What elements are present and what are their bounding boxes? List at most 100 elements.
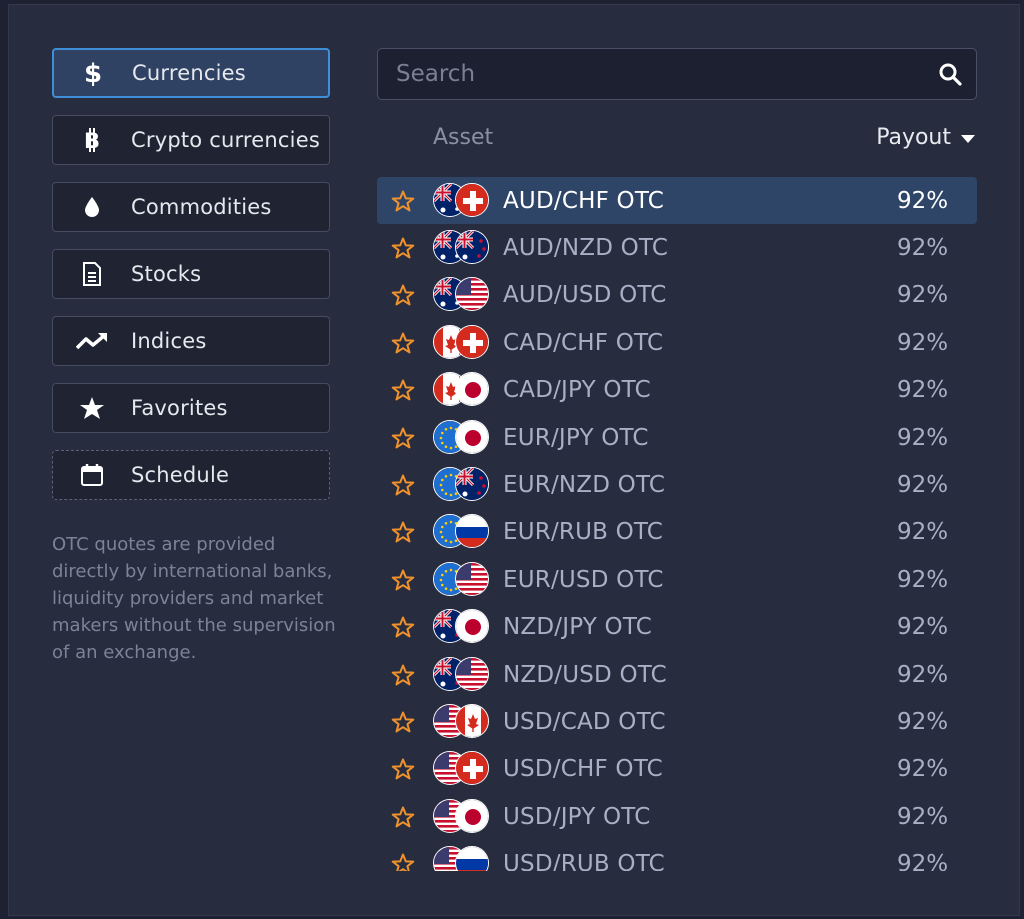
asset-name: USD/CHF OTC	[503, 756, 663, 783]
asset-name: AUD/CHF OTC	[503, 187, 664, 214]
favorite-star-icon[interactable]	[377, 474, 429, 496]
asset-payout: 92%	[897, 187, 949, 214]
asset-row[interactable]: EUR/NZD OTC 92%	[377, 461, 977, 508]
asset-payout: 92%	[897, 519, 949, 546]
jp-flag-icon	[455, 798, 489, 833]
favorite-star-icon[interactable]	[377, 806, 429, 828]
asset-name: USD/JPY OTC	[503, 803, 651, 830]
asset-payout: 92%	[897, 566, 949, 593]
category-schedule[interactable]: Schedule	[52, 450, 330, 500]
asset-payout: 92%	[897, 377, 949, 404]
favorite-star-icon[interactable]	[377, 664, 429, 686]
currency-flags	[429, 798, 503, 835]
asset-column-header: Asset	[433, 125, 494, 150]
trend-up-icon	[53, 332, 131, 350]
asset-name: AUD/USD OTC	[503, 282, 667, 309]
category-label: Currencies	[132, 61, 246, 85]
category-indices[interactable]: Indices	[52, 316, 330, 366]
jp-flag-icon	[455, 419, 489, 454]
asset-row[interactable]: USD/CHF OTC 92%	[377, 746, 977, 793]
asset-name: USD/RUB OTC	[503, 851, 665, 875]
favorite-star-icon[interactable]	[377, 237, 429, 259]
bitcoin-icon: B	[53, 127, 131, 153]
asset-payout: 92%	[897, 235, 949, 262]
asset-row[interactable]: EUR/USD OTC 92%	[377, 556, 977, 603]
asset-row[interactable]: AUD/CHF OTC 92%	[377, 177, 977, 225]
asset-name: EUR/RUB OTC	[503, 519, 664, 546]
ch-flag-icon	[455, 751, 489, 786]
search-input[interactable]	[378, 60, 924, 88]
favorite-star-icon[interactable]	[377, 569, 429, 591]
favorite-star-icon[interactable]	[377, 758, 429, 780]
currency-flags	[429, 561, 503, 598]
asset-list: AUD/CHF OTC 92% AUD/NZD OTC 92% AUD/USD OTC 9…	[377, 177, 977, 875]
asset-payout: 92%	[897, 803, 949, 830]
favorite-star-icon[interactable]	[377, 332, 429, 354]
asset-row[interactable]: CAD/JPY OTC 92%	[377, 367, 977, 414]
ca-flag-icon	[455, 703, 489, 738]
asset-name: EUR/JPY OTC	[503, 424, 649, 451]
category-currencies[interactable]: $ Currencies	[52, 48, 330, 98]
currency-flags	[429, 467, 503, 503]
favorite-star-icon[interactable]	[377, 190, 429, 212]
asset-row[interactable]: USD/CAD OTC 92%	[377, 698, 977, 745]
list-fade	[377, 871, 977, 889]
asset-row[interactable]: NZD/JPY OTC 92%	[377, 604, 977, 651]
currency-flags	[429, 277, 503, 313]
favorite-star-icon[interactable]	[377, 379, 429, 401]
nz-flag-icon	[455, 230, 489, 265]
dollar-icon: $	[54, 60, 132, 86]
asset-row[interactable]: AUD/USD OTC 92%	[377, 272, 977, 319]
us-flag-icon	[455, 277, 489, 312]
favorite-star-icon[interactable]	[377, 521, 429, 543]
ch-flag-icon	[455, 182, 489, 217]
jp-flag-icon	[455, 372, 489, 407]
category-favorites[interactable]: Favorites	[52, 383, 330, 433]
favorite-star-icon[interactable]	[377, 853, 429, 875]
us-flag-icon	[455, 561, 489, 596]
otc-note: OTC quotes are provided directly by inte…	[52, 534, 336, 663]
currency-flags	[429, 372, 503, 408]
search-box[interactable]	[377, 48, 977, 100]
calendar-icon	[53, 463, 131, 487]
asset-name: CAD/CHF OTC	[503, 329, 664, 356]
asset-row[interactable]: EUR/RUB OTC 92%	[377, 509, 977, 556]
asset-payout: 92%	[897, 472, 949, 499]
currency-flags	[429, 656, 503, 693]
currency-flags	[429, 182, 503, 219]
star-icon	[53, 397, 131, 419]
payout-column-header: Payout	[876, 125, 951, 150]
favorite-star-icon[interactable]	[377, 711, 429, 733]
asset-payout: 92%	[897, 329, 949, 356]
payout-sort-button[interactable]: Payout	[876, 125, 975, 150]
asset-payout: 92%	[897, 708, 949, 735]
asset-name: USD/CAD OTC	[503, 708, 666, 735]
category-label: Commodities	[131, 195, 272, 219]
category-label: Indices	[131, 329, 207, 353]
asset-name: EUR/NZD OTC	[503, 472, 666, 499]
currency-flags	[429, 324, 503, 361]
ru-flag-icon	[455, 514, 489, 549]
asset-payout: 92%	[897, 851, 949, 875]
asset-row[interactable]: USD/JPY OTC 92%	[377, 793, 977, 840]
asset-name: NZD/USD OTC	[503, 661, 667, 688]
svg-text:B: B	[84, 129, 100, 153]
favorite-star-icon[interactable]	[377, 284, 429, 306]
asset-name: NZD/JPY OTC	[503, 614, 652, 641]
asset-name: EUR/USD OTC	[503, 566, 664, 593]
asset-payout: 92%	[897, 282, 949, 309]
search-icon[interactable]	[924, 62, 976, 86]
asset-row[interactable]: CAD/CHF OTC 92%	[377, 319, 977, 366]
asset-row[interactable]: EUR/JPY OTC 92%	[377, 414, 977, 461]
asset-row[interactable]: AUD/NZD OTC 92%	[377, 224, 977, 271]
asset-row[interactable]: USD/RUB OTC 92%	[377, 840, 977, 875]
currency-flags	[429, 419, 503, 456]
category-crypto-currencies[interactable]: B Crypto currencies	[52, 115, 330, 165]
favorite-star-icon[interactable]	[377, 427, 429, 449]
favorite-star-icon[interactable]	[377, 616, 429, 638]
category-label: Crypto currencies	[131, 128, 320, 152]
asset-row[interactable]: NZD/USD OTC 92%	[377, 651, 977, 698]
category-commodities[interactable]: Commodities	[52, 182, 330, 232]
category-stocks[interactable]: Stocks	[52, 249, 330, 299]
drop-icon	[53, 197, 131, 217]
